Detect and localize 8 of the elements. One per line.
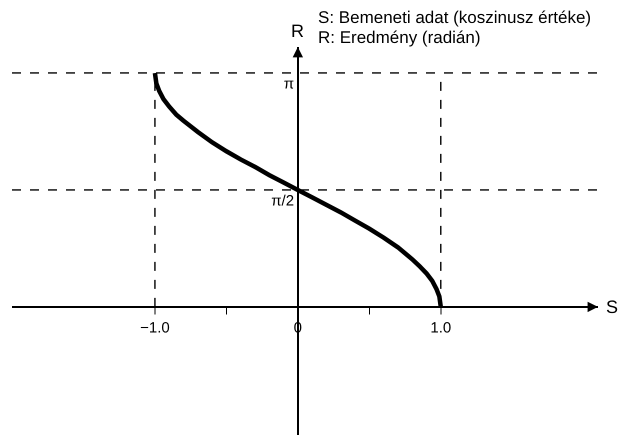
x-axis-title: S	[606, 297, 618, 317]
y-tick-label: π	[284, 76, 294, 93]
x-tick-label: −1.0	[140, 320, 170, 337]
text: R: Eredmény (radián)	[318, 28, 481, 47]
text: S: Bemeneti adat (koszinusz értéke)	[318, 8, 592, 27]
x-tick-label: 1.0	[430, 320, 452, 337]
y-tick-label: π/2	[271, 192, 294, 210]
y-axis-title: R	[291, 21, 304, 41]
